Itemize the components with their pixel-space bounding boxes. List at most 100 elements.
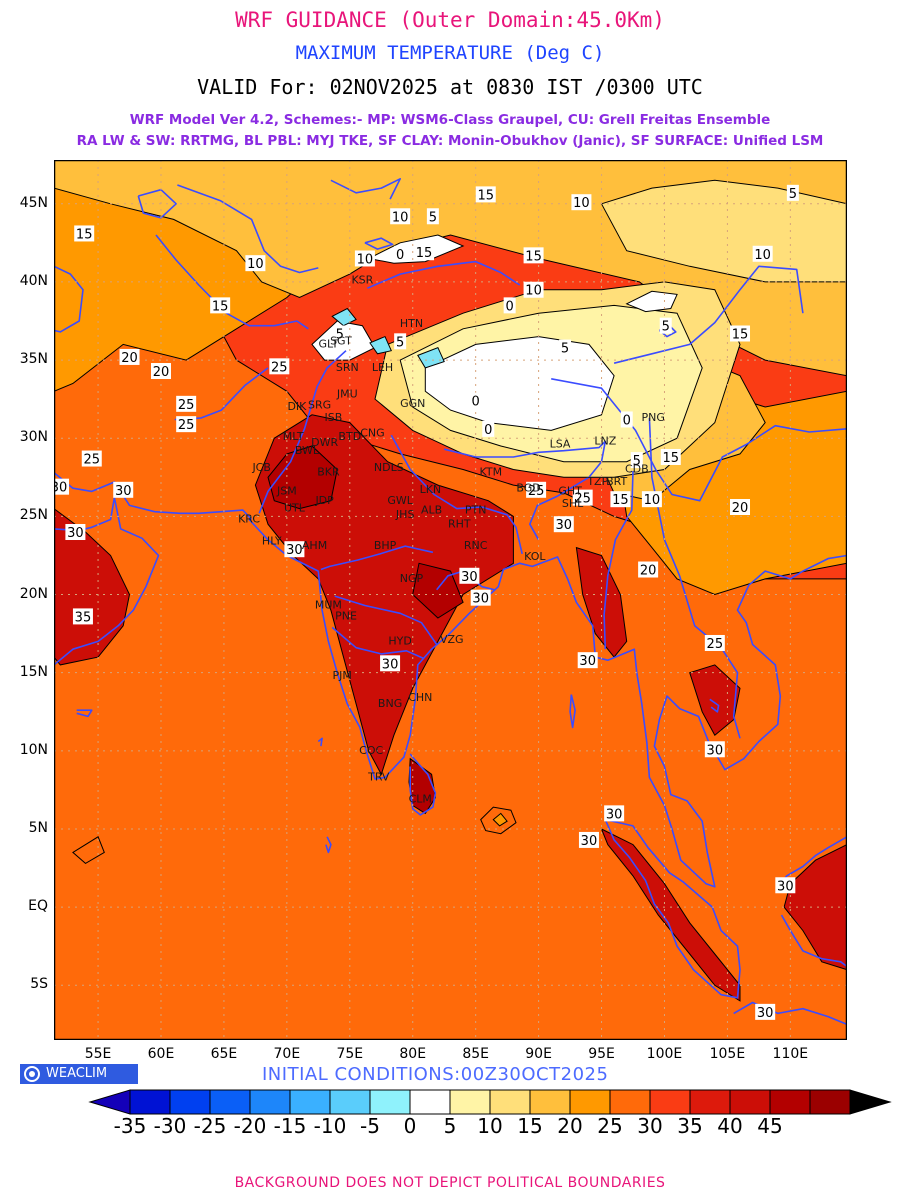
colorbar-arrow-left <box>88 1089 131 1115</box>
zone-40-srilanka <box>408 757 436 815</box>
city-label: CLM <box>409 792 432 805</box>
svg-text:0: 0 <box>472 395 480 410</box>
city-label: SRN <box>336 361 359 374</box>
contour-label: 0 <box>469 392 482 410</box>
svg-text:30: 30 <box>54 481 67 496</box>
contour-label: 25 <box>269 358 290 375</box>
city-label: BHP <box>374 539 397 552</box>
temperature-map: 15 15 10 5 10 5 10 0 15 15 10 10 10 0 15 5 15 5 5 5 20 20 25 25… <box>54 160 847 1040</box>
city-label: PTN <box>465 503 487 516</box>
svg-text:15: 15 <box>525 249 542 264</box>
coast-caspian <box>54 265 84 333</box>
svg-text:5: 5 <box>662 320 670 335</box>
city-label: CNG <box>360 427 384 440</box>
latitude-label: 5N <box>28 819 48 836</box>
contour-label: 5 <box>659 317 672 335</box>
contour-label: 30 <box>775 877 796 894</box>
colorbar-label: 45 <box>757 1114 782 1138</box>
city-label: BWL <box>295 444 320 457</box>
longitude-label: 95E <box>588 1046 615 1062</box>
city-label: RHT <box>448 517 471 530</box>
svg-text:30: 30 <box>382 657 399 672</box>
contour-label: 25 <box>176 395 197 413</box>
colorbar-cell <box>729 1089 771 1115</box>
city-label: BGD <box>516 481 540 494</box>
svg-text:25: 25 <box>83 453 100 468</box>
contour-label: 0 <box>394 245 407 263</box>
contour-label: 30 <box>65 524 86 541</box>
city-label: HLY <box>262 535 282 548</box>
coast-maldives <box>325 836 332 854</box>
colorbar-cell <box>489 1089 531 1115</box>
svg-text:10: 10 <box>525 284 542 299</box>
svg-text:30: 30 <box>472 592 489 607</box>
coast-amu-darya <box>155 234 309 330</box>
svg-text:10: 10 <box>247 257 264 272</box>
contour-label: 25 <box>81 450 102 468</box>
svg-text:15: 15 <box>612 493 629 508</box>
contour-label: 20 <box>638 561 659 579</box>
city-label: CDB <box>625 463 649 476</box>
contour-label: 15 <box>730 325 751 342</box>
city-label: AHM <box>302 539 327 552</box>
longitude-label: 65E <box>210 1046 238 1062</box>
latitude-label: 45N <box>19 194 48 211</box>
coast-indus <box>258 350 347 514</box>
colorbar-label: -30 <box>154 1114 187 1138</box>
colorbar-cell <box>649 1089 691 1115</box>
colorbar-cell <box>369 1089 411 1115</box>
contour-label: 30 <box>459 567 480 585</box>
contour-label: 30 <box>755 1003 776 1021</box>
city-label: BNG <box>378 697 402 710</box>
longitude-label: 75E <box>336 1046 364 1062</box>
coast-ganga <box>390 434 523 555</box>
contour-label: 20 <box>730 498 751 516</box>
city-label: JDP <box>314 494 334 507</box>
colorbar-cell <box>289 1089 331 1115</box>
svg-text:30: 30 <box>707 743 724 758</box>
contour-label: 30 <box>578 831 599 849</box>
colorbar-label: 10 <box>477 1114 502 1138</box>
city-label: PNG <box>641 411 664 424</box>
svg-text:15: 15 <box>76 227 93 242</box>
svg-text:25: 25 <box>574 492 591 507</box>
colorbar-label: 20 <box>557 1114 582 1138</box>
coast-borneo-south <box>780 914 847 968</box>
contour-label: 5 <box>786 184 799 202</box>
coast-socotra <box>76 709 93 718</box>
contour-label: 5 <box>630 452 643 469</box>
city-label: JCB <box>251 461 270 474</box>
weaclim-logo-icon <box>24 1066 40 1082</box>
longitude-label: 60E <box>147 1046 175 1062</box>
zone-neg5-patch-2 <box>369 335 393 355</box>
coast-krishna <box>331 626 425 660</box>
city-label: KSR <box>351 273 373 286</box>
svg-text:20: 20 <box>732 501 749 516</box>
colorbar-label: 30 <box>637 1114 662 1138</box>
latitude-label: 25N <box>19 507 48 524</box>
city-label: LNZ <box>594 434 616 447</box>
colorbar-cell <box>689 1089 731 1115</box>
svg-text:25: 25 <box>707 637 724 652</box>
latitude-label: EQ <box>28 898 48 915</box>
colorbar-cell <box>809 1089 851 1115</box>
svg-text:25: 25 <box>271 360 288 375</box>
city-label: SRG <box>308 399 331 412</box>
city-label: RNC <box>464 539 488 552</box>
longitude-label: 70E <box>273 1046 301 1062</box>
latitude-label: 15N <box>19 663 48 680</box>
svg-text:15: 15 <box>416 246 433 261</box>
contour-label: 25 <box>704 634 725 652</box>
city-label: BKR <box>317 466 340 479</box>
contour-label: 10 <box>245 255 266 272</box>
svg-text:30: 30 <box>286 543 303 558</box>
svg-text:5: 5 <box>429 210 437 225</box>
latitude-label: 10N <box>19 741 48 758</box>
city-label: LEH <box>372 361 393 374</box>
latitude-label: 30N <box>19 429 48 446</box>
contour-label: 25 <box>572 489 593 507</box>
colorbar-label: -5 <box>360 1114 380 1138</box>
city-label: HYD <box>388 635 411 648</box>
city-label: KTM <box>479 466 502 479</box>
coast-persian-gulf <box>54 471 253 521</box>
